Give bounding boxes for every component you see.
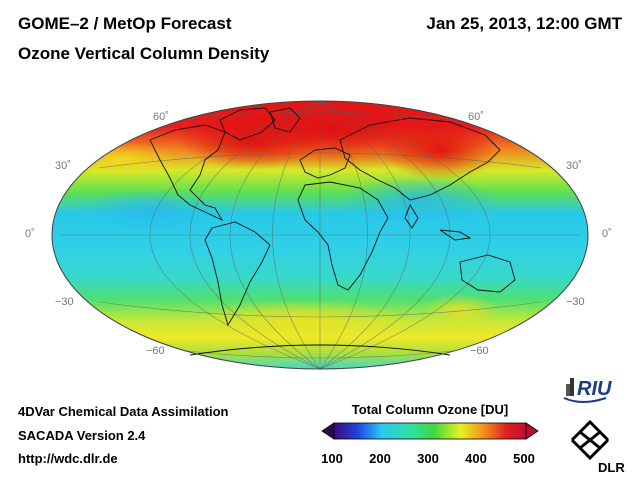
footer-line-version: SACADA Version 2.4: [18, 428, 146, 443]
dlr-logo: DLR: [570, 419, 625, 475]
lat-label-left-60: 60˚: [153, 111, 169, 123]
lat-label-right-minus60: −60: [470, 345, 489, 357]
riu-logo: RIU: [563, 378, 612, 403]
lat-label-left-minus60: −60: [146, 345, 165, 357]
colorbar-title: Total Column Ozone [DU]: [351, 402, 509, 417]
lat-label-right-0: 0˚: [602, 228, 612, 240]
colorbar-max-arrow: [525, 422, 539, 440]
colorbar-min-arrow: [321, 422, 335, 440]
colorbar-tick-500: 500: [513, 451, 535, 466]
riu-logo-text: RIU: [577, 378, 612, 400]
footer-link-url[interactable]: http://wdc.dlr.de: [18, 451, 118, 466]
lat-label-left-30: 30˚: [55, 160, 71, 172]
colorbar-tick-300: 300: [417, 451, 439, 466]
colorbar-tick-100: 100: [321, 451, 343, 466]
dlr-logo-text: DLR: [598, 460, 625, 475]
coastlines: [149, 107, 516, 356]
map-subtitle: Ozone Vertical Column Density: [18, 44, 270, 63]
colorbar-tick-400: 400: [465, 451, 487, 466]
map-datetime: Jan 25, 2013, 12:00 GMT: [426, 14, 622, 33]
map-outline: [51, 100, 589, 370]
colorbar-tick-200: 200: [369, 451, 391, 466]
lat-label-left-0: 0˚: [25, 228, 35, 240]
map-title: GOME–2 / MetOp Forecast: [18, 14, 232, 33]
lat-label-left-minus30: −30: [55, 296, 74, 308]
lat-label-right-30: 30˚: [566, 160, 582, 172]
colorbar: [321, 422, 539, 440]
lat-label-right-minus30: −30: [566, 296, 585, 308]
footer-line-assimilation: 4DVar Chemical Data Assimilation: [18, 404, 229, 419]
lat-label-right-60: 60˚: [468, 111, 484, 123]
